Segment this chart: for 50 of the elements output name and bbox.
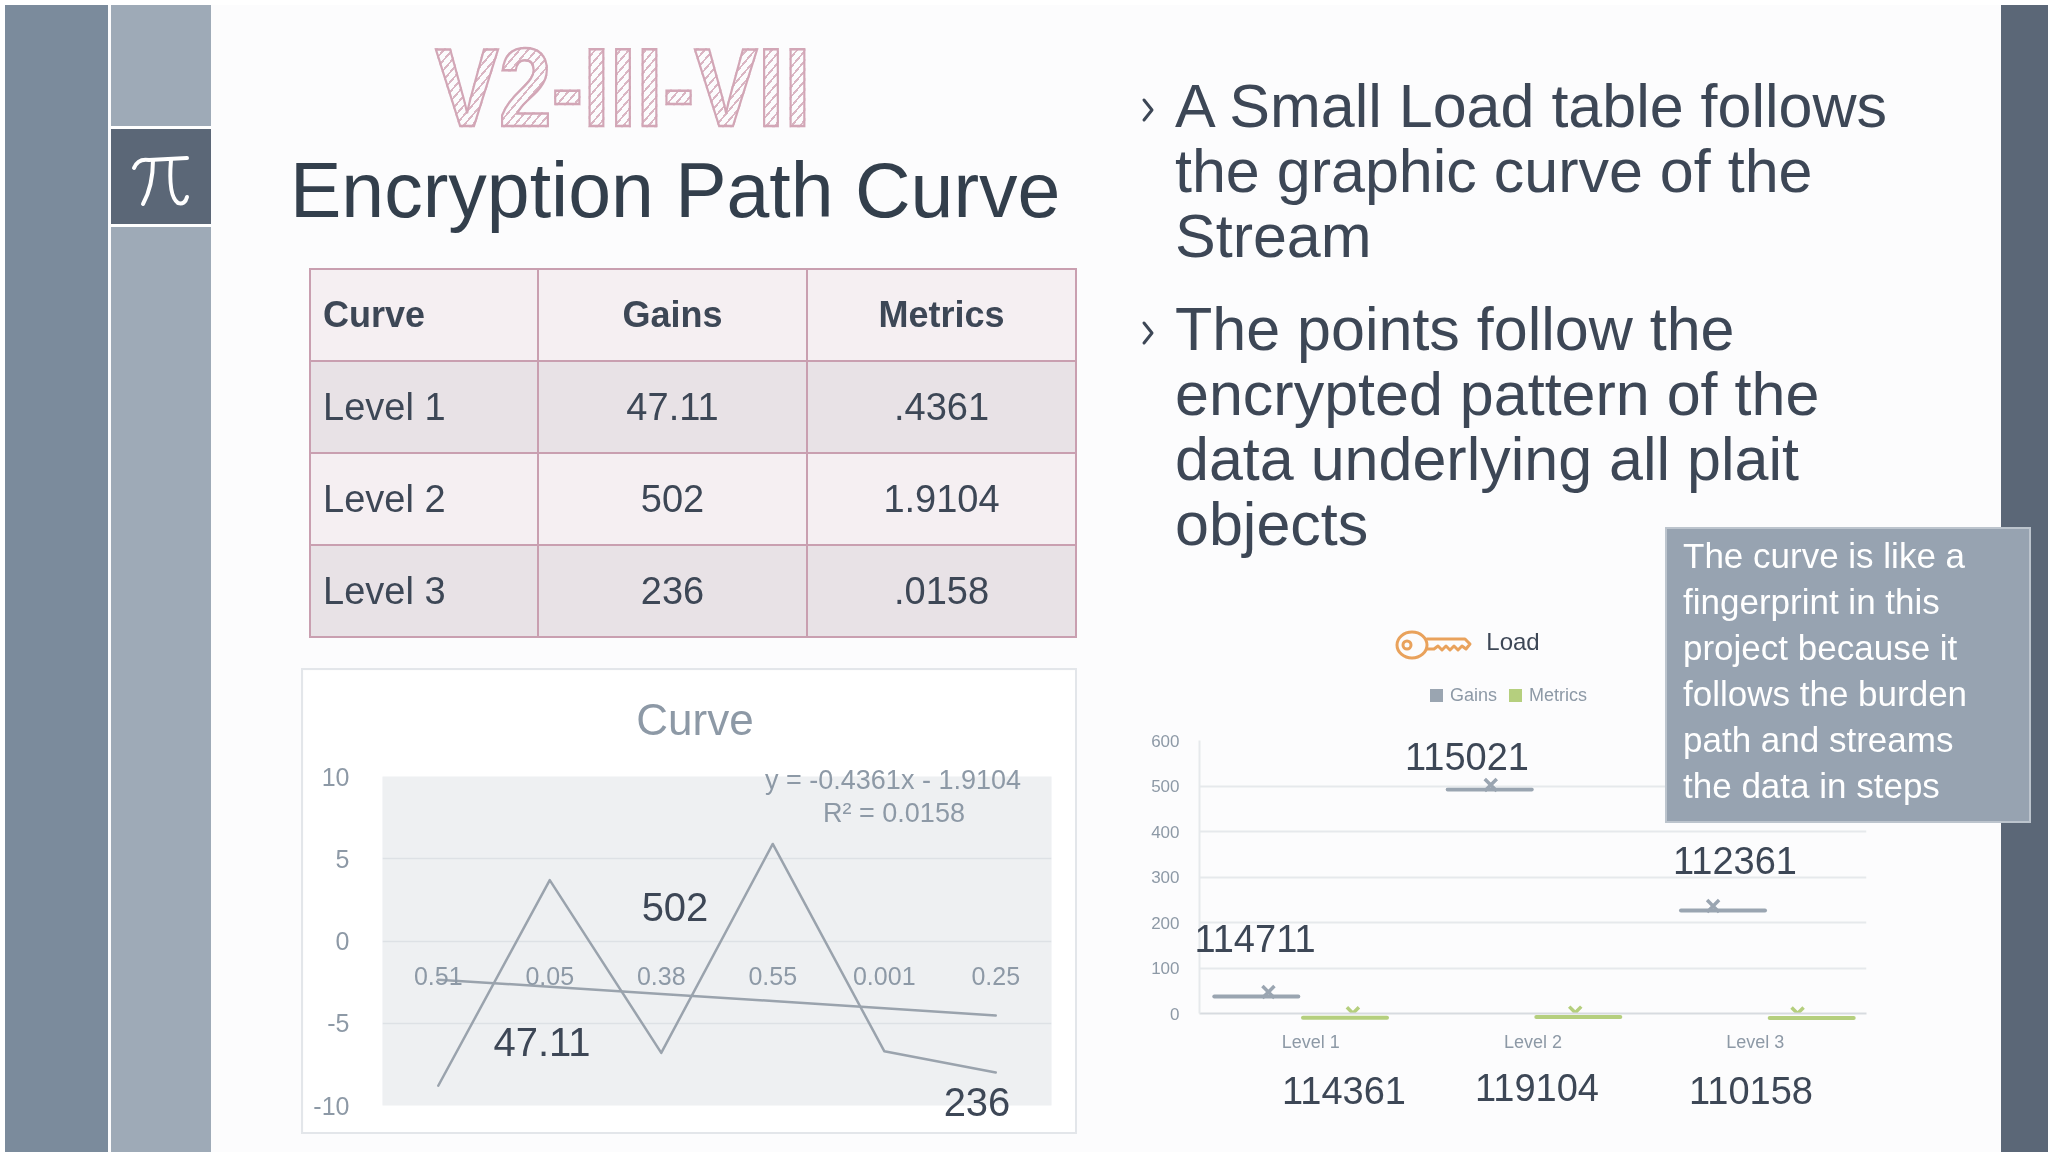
annotation: 502 bbox=[641, 884, 709, 930]
y-axis-title: Curve bbox=[310, 269, 538, 361]
y-tick-label: 200 bbox=[1151, 913, 1180, 933]
text: 114361 bbox=[1282, 1070, 1406, 1114]
y-tick-label: Level 3 bbox=[310, 545, 538, 637]
text: A Small Load table follows the graphic curve of the Stream bbox=[1175, 72, 1889, 270]
text: 119104 bbox=[1475, 1067, 1599, 1111]
x-tick-label: 0.05 bbox=[525, 962, 575, 990]
y-tick-label: 300 bbox=[1151, 868, 1180, 887]
annotation: The curve is like a fingerprint in this project because it follows the burden path and streams the data in steps bbox=[1683, 535, 1969, 807]
y-tick-label: 500 bbox=[1151, 777, 1180, 796]
y-tick-label: Level 2 bbox=[310, 453, 538, 545]
annotation: 115021 bbox=[1405, 736, 1529, 780]
data-label: 47.11 bbox=[538, 361, 807, 453]
x-tick-label: Level 1 bbox=[1281, 1031, 1340, 1052]
text: Encryption Path Curve bbox=[290, 147, 1061, 233]
x-tick-label: 0.51 bbox=[413, 962, 463, 990]
annotation: R² = 0.0158 bbox=[823, 798, 965, 830]
y-tick-label: 0 bbox=[335, 927, 350, 955]
x-tick-label: 0.25 bbox=[971, 962, 1021, 990]
data-label: 1.9104 bbox=[807, 453, 1076, 545]
data-label: .4361 bbox=[807, 361, 1076, 453]
chart-title: Curve bbox=[636, 694, 754, 746]
annotation: y = -0.4361x - 1.9104 bbox=[765, 765, 1021, 797]
text: 110158 bbox=[1689, 1070, 1813, 1114]
x-tick-label: 0.001 bbox=[852, 962, 916, 990]
x-tick-label: Level 3 bbox=[1726, 1031, 1785, 1052]
x-tick-label: 0.38 bbox=[636, 962, 686, 990]
data-label: 502 bbox=[538, 453, 807, 545]
annotation: 47.11 bbox=[493, 1019, 591, 1065]
y-tick-label: 600 bbox=[1151, 731, 1180, 751]
y-tick-label: 400 bbox=[1151, 822, 1180, 842]
legend-label: Metrics bbox=[1528, 684, 1588, 707]
y-tick-label: -10 bbox=[313, 1091, 350, 1120]
data-label: .0158 bbox=[807, 545, 1076, 637]
y-tick-label: 100 bbox=[1151, 959, 1180, 978]
y-tick-label: Level 1 bbox=[310, 361, 538, 453]
text: V2-III-VII bbox=[435, 25, 811, 150]
y-tick-label: 5 bbox=[335, 844, 350, 873]
data-label: 236 bbox=[538, 545, 807, 637]
y-tick-label: 0 bbox=[1170, 1004, 1180, 1024]
legend-label: Gains bbox=[1449, 684, 1498, 707]
annotation: 112361 bbox=[1673, 840, 1797, 884]
x-tick-label: Level 2 bbox=[1503, 1031, 1563, 1052]
y-tick-label: -5 bbox=[327, 1009, 350, 1038]
annotation: 236 bbox=[943, 1079, 1011, 1125]
chart-title: Load bbox=[1486, 628, 1540, 656]
annotation: 114711 bbox=[1194, 918, 1316, 962]
y-tick-label: 10 bbox=[321, 762, 350, 791]
x-tick-label: 0.55 bbox=[748, 962, 798, 990]
